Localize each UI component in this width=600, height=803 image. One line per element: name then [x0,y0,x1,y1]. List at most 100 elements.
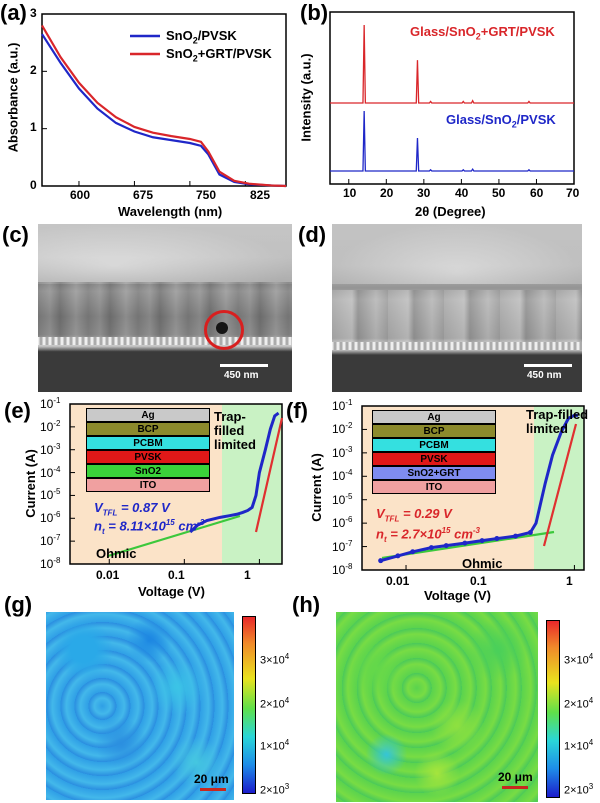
panel-a-xtick: 750 [196,188,217,202]
layer-pvsk-f: PVSK [372,452,496,466]
y-tick-label: 10-3 [332,444,353,460]
panel-f-xtick: 0.01 [386,574,410,588]
y-tick-label: 10-1 [332,398,353,413]
y-tick-label: 10-5 [332,491,353,507]
y-tick-label: 10-6 [40,510,61,526]
series-line-sno2-grt [41,24,287,188]
pl-map-g [46,612,234,800]
scalebar-text-c: 450 nm [224,370,259,381]
layer-sno2-e: SnO2 [86,464,210,478]
layer-pvsk-e: PVSK [86,450,210,464]
panel-e-xtick: 1 [244,568,251,582]
panel-e-trap-label: Trap-filled limited [214,409,256,452]
panel-a-ytick: 2 [30,63,37,77]
panel-a-ytick: 3 [30,6,37,20]
panel-f-xtick: 1 [566,574,573,588]
layer-ito-e: ITO [86,478,210,492]
iv-curve-e [189,411,280,534]
colorbar-h-tick: 1×104 [564,738,594,753]
panel-e-xtick: 0.1 [168,568,185,582]
scalebar-h [502,786,528,789]
y-tick-label: 10-8 [40,556,61,571]
panel-b-top-label: Glass/SnO2+GRT/PVSK [410,24,555,42]
series-line-sno2-xrd [330,110,574,172]
colorbar-g-tick: 1×104 [260,738,290,753]
layer-ag-f: Ag [372,410,496,424]
y-tick-label: 10-2 [332,421,353,437]
panel-a-xtick: 675 [133,188,154,202]
device-stack-f: Ag BCP PCBM PVSK SnO2+GRT ITO [372,410,496,494]
panel-letter-e: (e) [4,398,31,423]
panel-b-xtick: 70 [566,186,580,200]
panel-a-legend-2: SnO2+GRT/PVSK [166,46,272,64]
ohmic-fit-line-e [107,514,241,558]
tfl-fit-line-f [542,423,578,547]
y-tick-label: 10-7 [40,533,61,549]
panel-f-chart [361,405,585,571]
layer-bcp-e: BCP [86,422,210,436]
data-point [513,533,519,539]
scalebar-c [220,364,268,367]
y-tick-label: 10-4 [332,468,353,484]
panel-a-ytick: 1 [30,120,37,134]
pl-map-h [336,612,538,802]
data-point [462,540,468,546]
panel-letter-b: (b) [300,0,329,25]
panel-a-chart [41,13,287,188]
trap-region-e [222,404,282,564]
panel-letter-h: (h) [292,592,321,617]
layer-pcbm-f: PCBM [372,438,496,452]
data-point [479,538,485,544]
panel-f-nt: nt = 2.7×1015 cm-3 [376,526,481,544]
panel-a-ytick: 0 [30,178,37,192]
y-tick-label: 10-5 [40,487,61,503]
scalebar-text-d: 450 nm [527,370,562,381]
panel-b-xtick: 40 [455,186,469,200]
colorbar-g [242,616,256,794]
device-stack-e: Ag BCP PCBM PVSK SnO2 ITO [86,408,210,492]
scalebar-d [524,364,572,367]
colorbar-h-tick: 3×104 [564,652,594,667]
panel-f-ylabel: Current (A) [308,453,324,522]
panel-e-xlabel: Voltage (V) [138,584,205,599]
data-point [527,529,533,535]
y-tick-label: 10-8 [332,562,353,577]
panel-a-legend-1: SnO2/PVSK [166,28,237,46]
data-point [395,553,401,559]
data-point [410,549,416,555]
panel-b-xtick: 20 [380,186,394,200]
panel-letter-f: (f) [286,398,308,423]
colorbar-h [546,620,560,798]
layer-ito-f: ITO [372,480,496,494]
panel-b-xlabel: 2θ (Degree) [415,204,486,219]
panel-a-xtick: 825 [250,188,271,202]
panel-e-vtfl: VTFL = 0.87 V [94,500,170,518]
y-tick-label: 10-4 [40,464,61,480]
y-tick-label: 10-7 [332,538,353,554]
data-point [494,536,500,542]
data-point [378,558,384,564]
panel-e-nt: nt = 8.11×1015 cm-3 [94,518,205,536]
y-tick-label: 10-1 [40,396,61,411]
panel-a-xlabel: Wavelength (nm) [118,204,223,219]
y-tick-label: 10-6 [332,515,353,531]
panel-letter-c: (c) [2,222,29,247]
data-point [443,543,449,549]
series-line-grt-xrd [330,24,574,104]
panel-e-ohmic: Ohmic [96,546,137,561]
panel-b-ylabel: Intensity (a.u.) [298,53,314,142]
panel-b-xtick: 50 [492,186,506,200]
colorbar-h-tick: 2×103 [564,782,594,797]
panel-a-xtick: 600 [70,188,91,202]
y-tick-label: 10-2 [40,418,61,434]
colorbar-g-tick: 2×104 [260,696,290,711]
panel-letter-g: (g) [4,592,33,617]
layer-sno2grt-f: SnO2+GRT [372,466,496,480]
tfl-fit-line-e [254,417,284,533]
data-point [428,545,434,551]
panel-e-xtick: 0.01 [96,568,120,582]
panel-f-vtfl: VTFL = 0.29 V [376,506,452,524]
panel-b-xtick: 60 [530,186,544,200]
panel-letter-a: (a) [0,0,27,25]
layer-ag-e: Ag [86,408,210,422]
